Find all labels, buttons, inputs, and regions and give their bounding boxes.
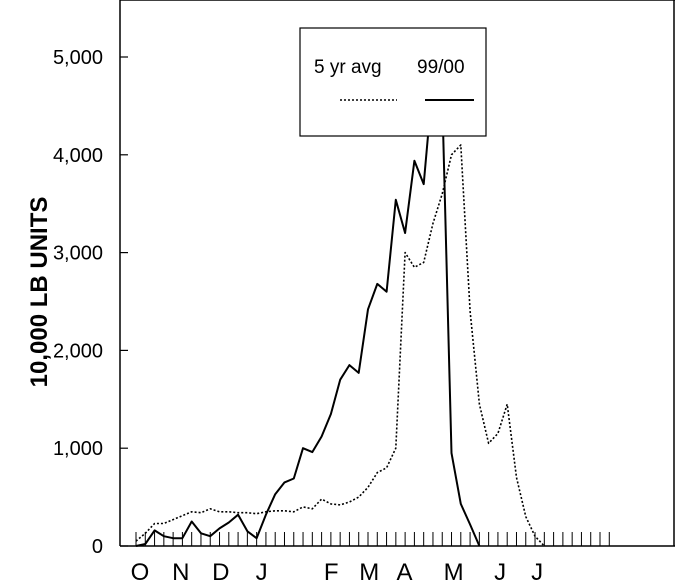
y-tick-label: 2,000: [53, 340, 103, 362]
y-axis-title: 10,000 LB UNITS: [26, 197, 53, 388]
legend-box: [299, 27, 487, 137]
y-tick-label: 5,000: [53, 47, 103, 69]
x-month-label: J: [494, 559, 506, 586]
x-month-label: J: [256, 559, 268, 586]
series-layer: [135, 78, 545, 547]
legend: 5 yr avg 99/00: [299, 27, 487, 137]
x-month-label: M: [444, 559, 464, 586]
x-month-label: J: [531, 559, 543, 586]
x-month-label: A: [396, 559, 412, 586]
x-month-label: O: [131, 559, 150, 586]
x-month-label: N: [172, 559, 189, 586]
legend-label-99-00: 99/00: [417, 57, 465, 78]
x-month-label: F: [324, 559, 339, 586]
x-month-label: D: [212, 559, 229, 586]
y-tick-label: 1,000: [53, 438, 103, 460]
y-tick-label: 3,000: [53, 243, 103, 265]
legend-label-5yr-avg: 5 yr avg: [314, 57, 382, 78]
y-tick-label: 0: [92, 536, 103, 558]
series-line-99-00: [135, 78, 481, 547]
series-line-5yr-avg: [135, 144, 545, 547]
y-tick-label: 4,000: [53, 145, 103, 167]
x-month-label: M: [359, 559, 379, 586]
